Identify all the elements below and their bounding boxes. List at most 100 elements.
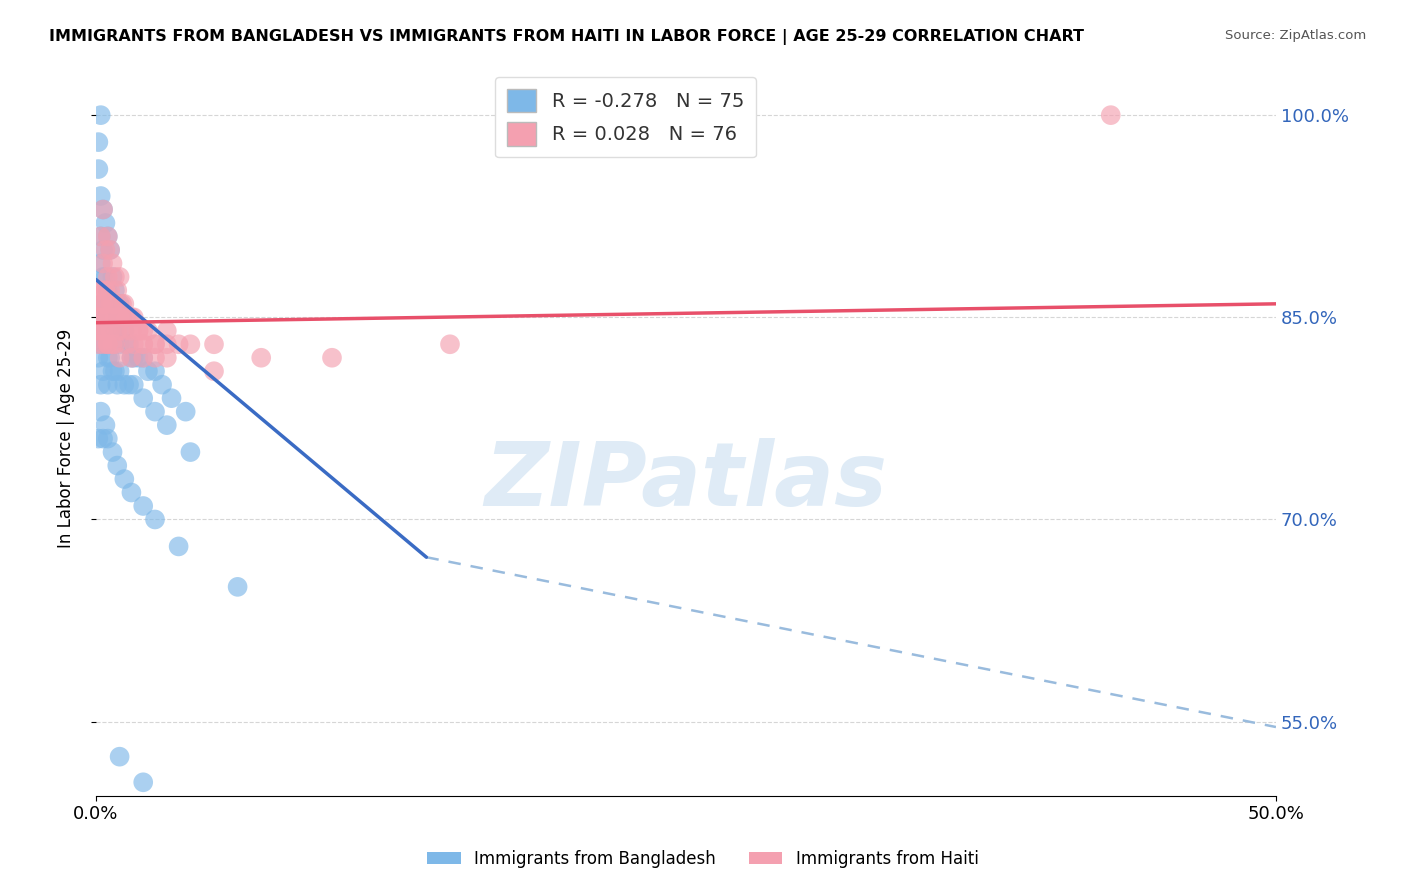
Point xyxy=(202,337,225,351)
Point xyxy=(91,202,114,217)
Point xyxy=(167,540,190,554)
Point xyxy=(98,284,121,298)
Point xyxy=(112,472,135,486)
Point xyxy=(132,499,155,513)
Point xyxy=(143,337,166,351)
Point xyxy=(104,284,127,298)
Point xyxy=(226,580,249,594)
Point xyxy=(122,351,145,365)
Point xyxy=(105,377,128,392)
Point xyxy=(97,269,120,284)
Point xyxy=(97,337,120,351)
Point xyxy=(101,310,124,325)
Text: IMMIGRANTS FROM BANGLADESH VS IMMIGRANTS FROM HAITI IN LABOR FORCE | AGE 25-29 C: IMMIGRANTS FROM BANGLADESH VS IMMIGRANTS… xyxy=(49,29,1084,45)
Point xyxy=(156,351,179,365)
Point xyxy=(104,337,127,351)
Point xyxy=(112,377,135,392)
Point xyxy=(120,324,142,338)
Point xyxy=(132,337,155,351)
Point xyxy=(118,310,141,325)
Point xyxy=(87,284,110,298)
Point xyxy=(98,324,121,338)
Point xyxy=(143,404,166,418)
Point xyxy=(87,337,110,351)
Point xyxy=(104,364,127,378)
Point xyxy=(90,284,112,298)
Point xyxy=(90,310,112,325)
Point xyxy=(90,324,112,338)
Point xyxy=(91,432,114,446)
Point xyxy=(104,269,127,284)
Point xyxy=(94,324,117,338)
Point xyxy=(105,297,128,311)
Point xyxy=(179,337,201,351)
Legend: R = -0.278   N = 75, R = 0.028   N = 76: R = -0.278 N = 75, R = 0.028 N = 76 xyxy=(495,77,755,157)
Point xyxy=(101,256,124,270)
Point xyxy=(143,351,166,365)
Point xyxy=(98,297,121,311)
Point xyxy=(97,229,120,244)
Point xyxy=(132,324,155,338)
Point xyxy=(91,324,114,338)
Point xyxy=(91,324,114,338)
Point xyxy=(91,202,114,217)
Point xyxy=(98,324,121,338)
Point xyxy=(94,284,117,298)
Point xyxy=(105,284,128,298)
Point xyxy=(87,324,110,338)
Point xyxy=(118,377,141,392)
Point xyxy=(136,364,159,378)
Point xyxy=(111,310,134,325)
Point xyxy=(90,189,112,203)
Point xyxy=(90,229,112,244)
Point xyxy=(97,337,120,351)
Point xyxy=(160,391,183,405)
Point xyxy=(132,775,155,789)
Point xyxy=(98,297,121,311)
Point xyxy=(97,310,120,325)
Point xyxy=(97,229,120,244)
Point xyxy=(98,243,121,257)
Legend: Immigrants from Bangladesh, Immigrants from Haiti: Immigrants from Bangladesh, Immigrants f… xyxy=(420,844,986,875)
Point xyxy=(90,377,112,392)
Point xyxy=(132,391,155,405)
Point xyxy=(91,297,114,311)
Point xyxy=(174,404,197,418)
Point xyxy=(112,324,135,338)
Point xyxy=(122,310,145,325)
Point xyxy=(150,377,173,392)
Point xyxy=(101,337,124,351)
Point xyxy=(115,337,138,351)
Point xyxy=(90,256,112,270)
Point xyxy=(98,351,121,365)
Point xyxy=(108,310,131,325)
Point xyxy=(112,297,135,311)
Point xyxy=(94,269,117,284)
Point xyxy=(97,310,120,325)
Point xyxy=(108,310,131,325)
Point xyxy=(94,216,117,230)
Point xyxy=(120,351,142,365)
Point xyxy=(101,297,124,311)
Point xyxy=(108,324,131,338)
Point xyxy=(132,351,155,365)
Point xyxy=(97,351,120,365)
Point xyxy=(91,297,114,311)
Point xyxy=(104,324,127,338)
Point xyxy=(108,337,131,351)
Point xyxy=(90,108,112,122)
Point xyxy=(156,337,179,351)
Point xyxy=(94,418,117,433)
Point xyxy=(122,377,145,392)
Point xyxy=(132,337,155,351)
Point xyxy=(94,243,117,257)
Point xyxy=(128,351,150,365)
Point xyxy=(97,432,120,446)
Point xyxy=(108,297,131,311)
Point xyxy=(104,310,127,325)
Point xyxy=(105,324,128,338)
Point xyxy=(112,324,135,338)
Point xyxy=(87,351,110,365)
Point xyxy=(87,162,110,177)
Point xyxy=(105,324,128,338)
